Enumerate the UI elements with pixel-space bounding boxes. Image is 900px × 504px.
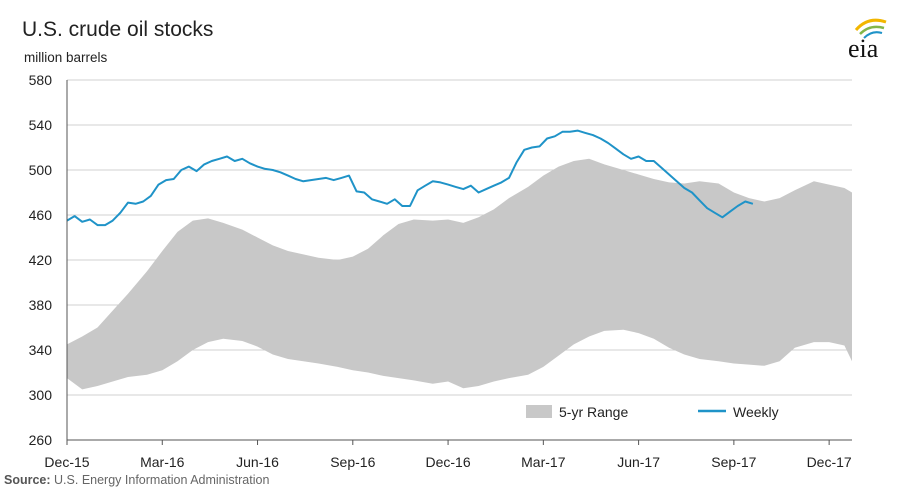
source-text: U.S. Energy Information Administration: [54, 473, 270, 487]
x-tick-label-8: Dec-17: [807, 454, 852, 470]
logo-wordmark: eia: [848, 34, 879, 62]
y-tick-label-380: 380: [29, 297, 53, 313]
x-tick-label-4: Dec-16: [425, 454, 470, 470]
legend-swatch-range: [526, 405, 552, 418]
y-tick-label-580: 580: [29, 72, 53, 88]
x-tick-label-1: Mar-16: [140, 454, 185, 470]
logo-arc-blue: [863, 31, 883, 39]
y-tick-labels: 260 300 340 380 420 460 500 540 580: [29, 72, 53, 448]
source-note: Source: U.S. Energy Information Administ…: [4, 473, 269, 487]
x-tick-labels: Dec-15 Mar-16 Jun-16 Sep-16 Dec-16 Mar-17 Jun-…: [44, 454, 851, 470]
range-area-group: [67, 158, 852, 390]
x-tick-label-2: Jun-16: [236, 454, 279, 470]
legend: 5-yr Range Weekly: [526, 404, 779, 420]
y-tick-label-260: 260: [29, 432, 53, 448]
axes: [66, 80, 852, 445]
logo-arc-yellow: [854, 18, 887, 32]
y-tick-label-500: 500: [29, 162, 53, 178]
legend-label-weekly: Weekly: [733, 404, 779, 420]
y-tick-label-300: 300: [29, 387, 53, 403]
weekly-line-group: [66, 129, 754, 227]
y-tick-label-340: 340: [29, 342, 53, 358]
x-tick-label-6: Jun-17: [617, 454, 660, 470]
logo-arc-green: [859, 25, 885, 35]
weekly-line: [66, 129, 754, 227]
source-label: Source:: [4, 473, 51, 487]
y-tick-label-460: 460: [29, 207, 53, 223]
y-axis-units: million barrels: [24, 50, 108, 65]
y-tick-label-420: 420: [29, 252, 53, 268]
eia-logo: eia: [848, 18, 887, 62]
y-tick-label-540: 540: [29, 117, 53, 133]
range-area: [67, 158, 852, 390]
x-tick-label-3: Sep-16: [330, 454, 375, 470]
legend-label-range: 5-yr Range: [559, 404, 628, 420]
x-tick-label-0: Dec-15: [44, 454, 89, 470]
x-tick-label-5: Mar-17: [521, 454, 566, 470]
chart-title: U.S. crude oil stocks: [22, 18, 214, 41]
x-tick-label-7: Sep-17: [711, 454, 756, 470]
